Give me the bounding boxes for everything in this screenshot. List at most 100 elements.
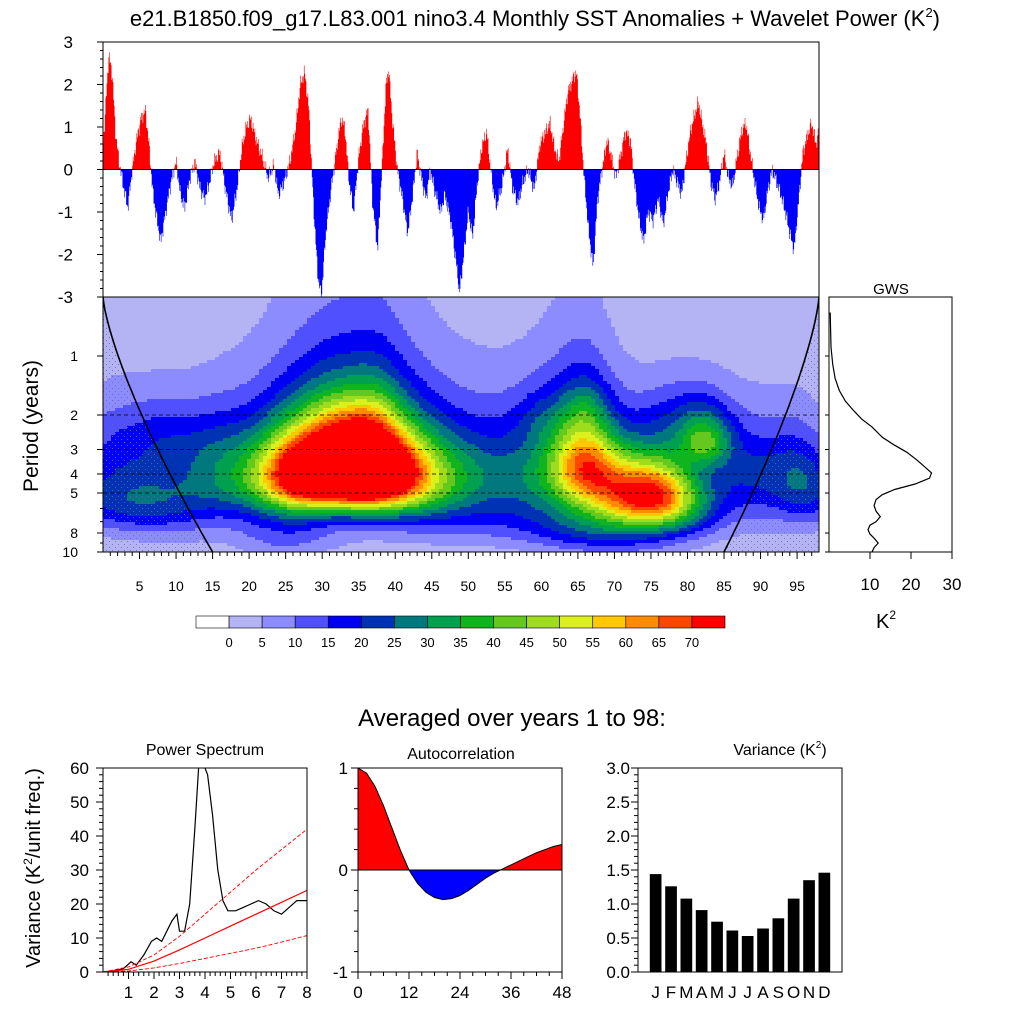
wavelet-level-4 xyxy=(103,330,819,546)
wavelet-ytick-label: 2 xyxy=(70,407,78,423)
colorbar-swatch xyxy=(394,615,428,629)
power-frame xyxy=(102,767,308,973)
coi-left-line xyxy=(103,297,214,552)
wavelet-xtick-label: 65 xyxy=(570,578,586,594)
power-ytick-label: 50 xyxy=(70,793,89,812)
variance-xtick-label: N xyxy=(803,983,815,1002)
colorbar-swatch xyxy=(493,615,527,629)
power-xtick-label: 4 xyxy=(200,983,209,1002)
wavelet-ylabel: Period (years) xyxy=(20,360,43,492)
colorbar-label: 50 xyxy=(552,635,566,650)
gws-xlabel-main: K xyxy=(876,611,890,633)
wavelet-xtick-label: 55 xyxy=(497,578,513,594)
colorbar-swatch xyxy=(460,615,494,629)
wavelet-xtick-label: 40 xyxy=(387,578,403,594)
variance-xtick-label: M xyxy=(679,983,693,1002)
wavelet-xtick-label: 5 xyxy=(136,578,144,594)
colorbar-label: 35 xyxy=(453,635,467,650)
gws-plot: 10 20 30 xyxy=(825,312,961,594)
wavelet-level-5 xyxy=(103,351,819,540)
wavelet-frame xyxy=(102,296,820,553)
wavelet-ytick-label: 8 xyxy=(70,525,78,541)
wavelet-ytick-label: 1 xyxy=(70,348,78,364)
autocorr-title: Autocorrelation xyxy=(407,746,515,763)
coi-right-stipple xyxy=(724,297,819,552)
wavelet-ytick-label: 4 xyxy=(70,466,78,482)
wavelet-xtick-label: 10 xyxy=(168,578,184,594)
colorbar-label: 30 xyxy=(420,635,434,650)
variance-bar xyxy=(680,898,693,972)
variance-xtick-label: A xyxy=(757,983,769,1002)
autocorr-line xyxy=(357,767,563,901)
variance-bar xyxy=(787,898,800,972)
autocorr-panel: Autocorrelation 0 12 24 36 48 1 0 -1 xyxy=(333,746,572,1002)
wavelet-xtick-label: 20 xyxy=(241,578,257,594)
wavelet-xtick-label: 35 xyxy=(351,578,367,594)
colorbar-swatch xyxy=(294,615,329,629)
coi-right-line xyxy=(723,297,819,552)
wavelet-xtick-label: 95 xyxy=(789,578,805,594)
power-ytick-label: 40 xyxy=(70,827,89,846)
power-ytick-label: 30 xyxy=(70,861,89,880)
power-plot: 1 2 3 4 5 6 7 8 0 10 20 30 40 50 60 xyxy=(70,759,312,1002)
variance-bar xyxy=(711,921,723,972)
variance-xtick-label: J xyxy=(743,983,752,1002)
variance-bar xyxy=(757,928,769,972)
power-ytick-label: 60 xyxy=(70,759,89,778)
variance-ytick-label: 1.0 xyxy=(606,895,630,914)
colorbar-swatch xyxy=(327,615,362,629)
wavelet-level-9 xyxy=(243,390,715,525)
variance-bar xyxy=(803,880,815,972)
variance-panel: Variance (K2) J F M A M J J A S O N D0.00.51.01.52.… xyxy=(606,740,843,1002)
wavelet-xtick-label: 90 xyxy=(753,578,769,594)
variance-ytick-label: 2.0 xyxy=(606,827,630,846)
variance-bar xyxy=(741,936,754,972)
figure-title: e21.B1850.f09_g17.L83.001 nino3.4 Monthl… xyxy=(130,5,940,31)
colorbar-swatch xyxy=(261,615,296,629)
sst-ytick-label: -2 xyxy=(58,246,73,265)
power-xtick-label: 6 xyxy=(251,983,260,1002)
power-ytick-label: 0 xyxy=(80,963,89,982)
wavelet-xtick-label: 85 xyxy=(716,578,732,594)
colorbar-label: 10 xyxy=(288,635,302,650)
colorbar-label: 15 xyxy=(321,635,335,650)
colorbar-label: 60 xyxy=(619,635,633,650)
gws-panel: GWS 10 20 30 K2 xyxy=(825,281,961,633)
variance-bar xyxy=(818,872,831,972)
wavelet-overlays xyxy=(103,297,819,552)
wavelet-ytick-label: 10 xyxy=(62,544,78,560)
wavelet-level-10 xyxy=(251,396,691,522)
power-ylabel-tail: /unit freq.) xyxy=(23,768,45,858)
variance-xtick-label: D xyxy=(818,983,830,1002)
coi-left-stipple xyxy=(103,297,213,552)
autocorr-positive-area xyxy=(358,768,562,870)
variance-xtick-label: F xyxy=(666,983,676,1002)
variance-ytick-label: 0.0 xyxy=(606,963,630,982)
wavelet-xtick-label: 30 xyxy=(314,578,330,594)
colorbar-swatch xyxy=(361,615,395,629)
power-ylabel: Variance (K2/unit freq.) xyxy=(21,768,45,968)
variance-frame xyxy=(637,767,843,973)
variance-xtick-label: M xyxy=(710,983,724,1002)
wavelet-xtick-label: 15 xyxy=(205,578,221,594)
colorbar-label: 0 xyxy=(225,635,232,650)
variance-title-main: Variance (K xyxy=(733,742,816,759)
sst-positive-bars xyxy=(103,52,819,170)
wavelet-level-3 xyxy=(103,297,819,552)
gws-title: GWS xyxy=(873,281,909,298)
power-ytick-label: 20 xyxy=(70,895,89,914)
power-ylabel-sup: 2 xyxy=(21,858,35,865)
power-xtick-label: 2 xyxy=(149,983,158,1002)
power-xtick-label: 7 xyxy=(277,983,286,1002)
sst-ytick-label: 0 xyxy=(64,161,73,180)
wavelet-xtick-label: 45 xyxy=(424,578,440,594)
autocorr-ytick-label: -1 xyxy=(333,963,348,982)
variance-xtick-label: O xyxy=(787,983,800,1002)
wavelet-ytick-label: 3 xyxy=(70,442,78,458)
colorbar-label: 25 xyxy=(387,635,401,650)
gws-xtick-label: 20 xyxy=(902,575,921,594)
sst-ytick-label: -3 xyxy=(58,288,73,307)
